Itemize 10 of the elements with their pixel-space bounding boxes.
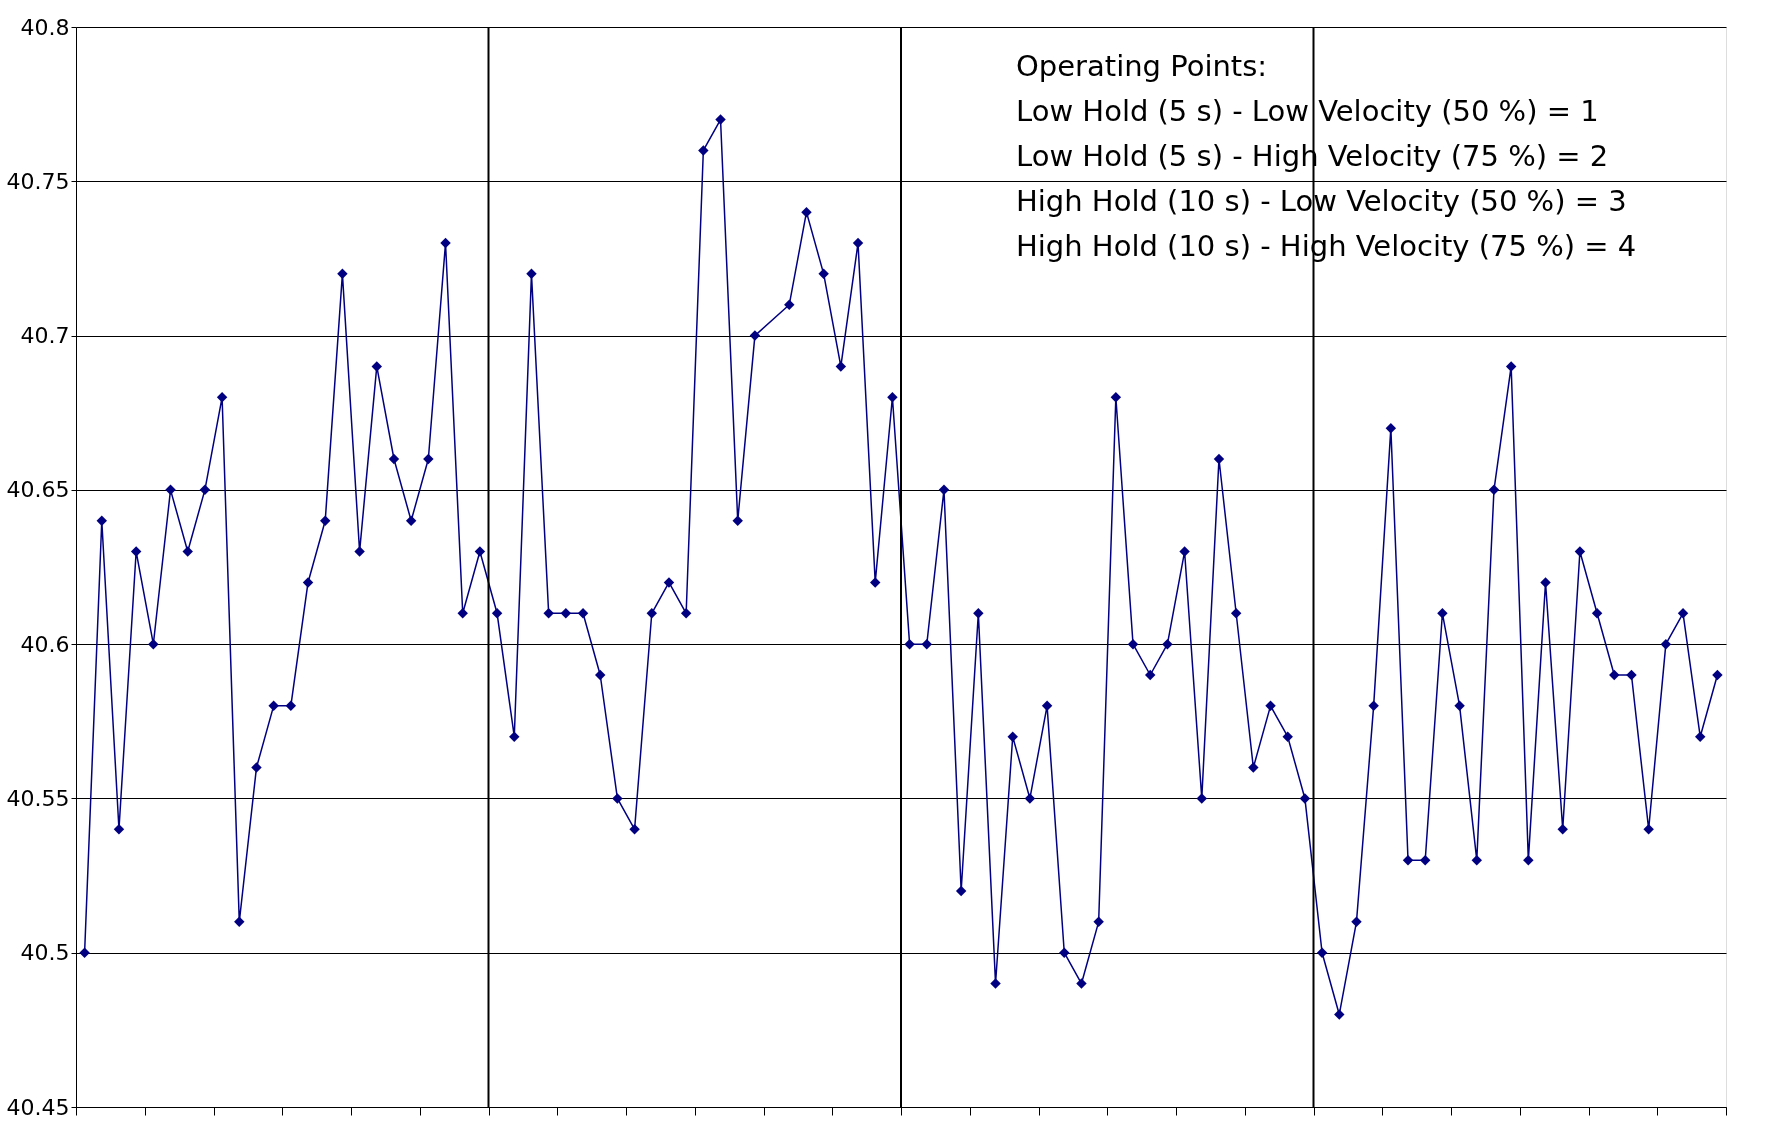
y-tick-label: 40.7 <box>20 323 70 349</box>
y-tick-label: 40.65 <box>6 477 70 503</box>
y-tick-label: 40.45 <box>6 1094 70 1120</box>
annotation: Operating Points: <box>1016 49 1268 83</box>
y-tick-label: 40.6 <box>20 631 70 657</box>
annotation: Low Hold (5 s) - Low Velocity (50 %) = 1 <box>1016 94 1599 128</box>
y-tick-label: 40.75 <box>6 168 70 194</box>
y-tick-label: 40.8 <box>20 14 70 40</box>
y-tick-label: 40.55 <box>6 785 70 811</box>
y-tick-label: 40.5 <box>20 940 70 966</box>
